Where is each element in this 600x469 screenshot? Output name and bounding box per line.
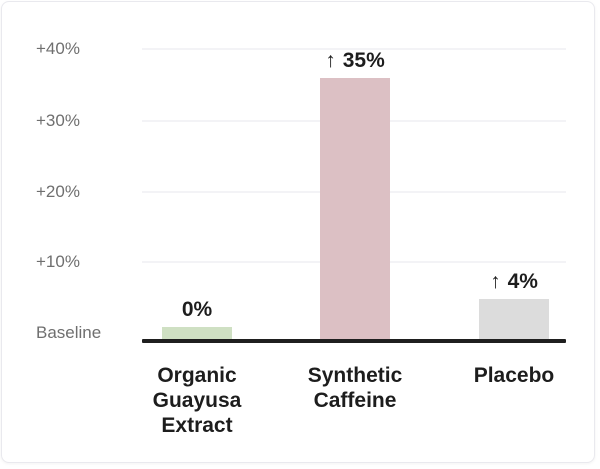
category-label: Organic Guayusa Extract (152, 364, 242, 437)
y-tick-label: +10% (36, 252, 80, 271)
bar-value-label: ↑ 35% (270, 47, 440, 75)
bar-value-label: 0% (112, 296, 282, 324)
bar-value-text: 4% (507, 270, 538, 293)
baseline-axis-line (142, 339, 566, 343)
up-arrow-icon: ↑ (490, 270, 501, 293)
effect-bar-chart: +40% +30% +20% +10% Baseline 0% Organic Guayus… (2, 2, 594, 462)
bar-value-text: 0% (181, 298, 213, 321)
bar-synthetic-caffeine (320, 78, 390, 339)
y-tick-label: +20% (36, 182, 80, 201)
y-tick-label: +40% (36, 39, 80, 58)
bar-value-label: ↑ 4% (429, 268, 599, 296)
up-arrow-icon: ↑ (325, 49, 336, 72)
baseline-tick-label: Baseline (36, 323, 102, 342)
bar-organic-guayusa-extract (162, 327, 232, 339)
y-tick-label: +30% (36, 111, 80, 130)
category-label: Placebo (473, 364, 555, 387)
category-label: Synthetic Caffeine (307, 364, 403, 412)
chart-card: +40% +30% +20% +10% Baseline 0% Organic Guayus… (1, 1, 595, 463)
bar-value-text: 35% (342, 49, 385, 72)
gridline (142, 48, 566, 50)
bar-placebo (479, 299, 549, 339)
